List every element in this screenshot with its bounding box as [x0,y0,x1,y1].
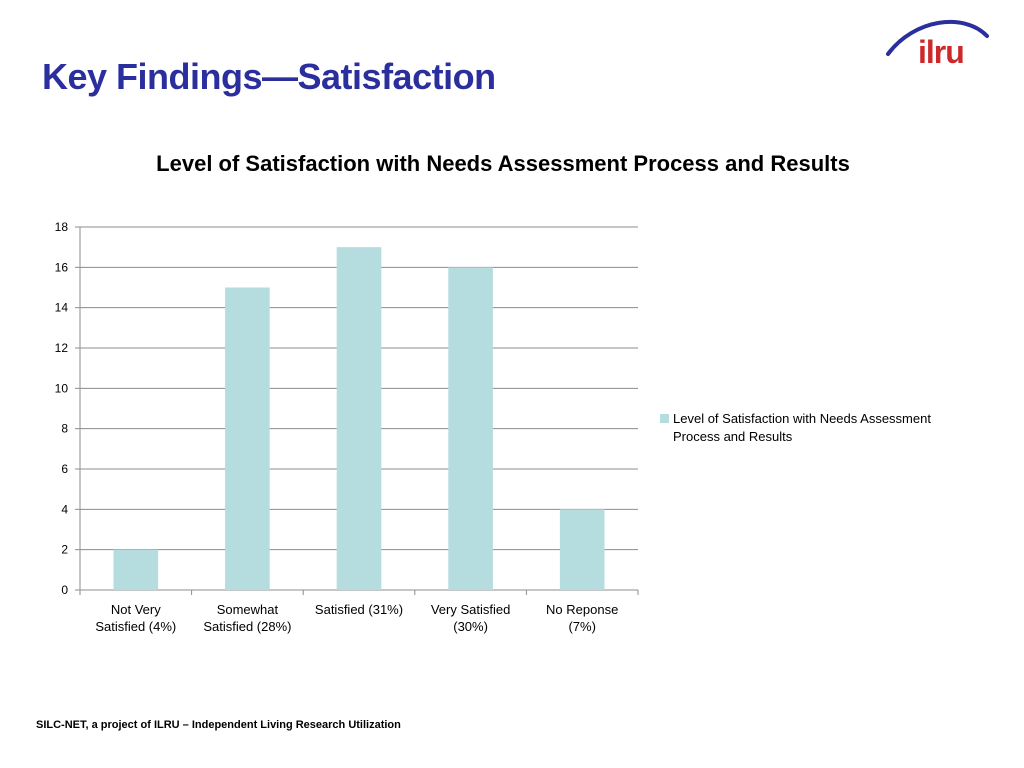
x-tick-label: (7%) [568,619,595,634]
y-tick-label: 6 [61,462,68,476]
x-tick-label: Satisfied (28%) [203,619,291,634]
y-tick-label: 12 [55,341,69,355]
bar [225,287,270,590]
x-tick-label: (30%) [453,619,488,634]
y-tick-label: 16 [55,260,69,274]
x-tick-label: Very Satisfied [431,602,511,617]
bar [448,267,493,590]
chart-legend: Level of Satisfaction with Needs Assessm… [660,410,960,446]
chart-title: Level of Satisfaction with Needs Assessm… [156,151,850,176]
ilru-logo-text: ilru [918,34,965,70]
bar [336,247,382,590]
y-tick-label: 18 [55,220,69,234]
y-tick-label: 0 [61,583,68,597]
x-tick-label: No Reponse [546,602,618,617]
legend-label: Level of Satisfaction with Needs Assessm… [673,411,931,444]
footer-text: SILC-NET, a project of ILRU – Independen… [36,719,401,731]
slide-title: Key Findings—Satisfaction [42,56,496,97]
x-tick-label: Somewhat [217,602,279,617]
y-tick-label: 2 [61,543,68,557]
x-tick-label: Not Very [111,602,161,617]
x-tick-label: Satisfied (4%) [95,619,176,634]
ilru-logo-arc-icon [886,19,989,56]
legend-swatch [660,414,669,423]
y-tick-label: 14 [55,301,69,315]
bar [559,509,605,590]
y-tick-label: 10 [55,381,69,395]
bar [113,549,159,590]
y-tick-label: 8 [61,422,68,436]
y-tick-label: 4 [61,502,68,516]
x-tick-label: Satisfied (31%) [315,602,403,617]
